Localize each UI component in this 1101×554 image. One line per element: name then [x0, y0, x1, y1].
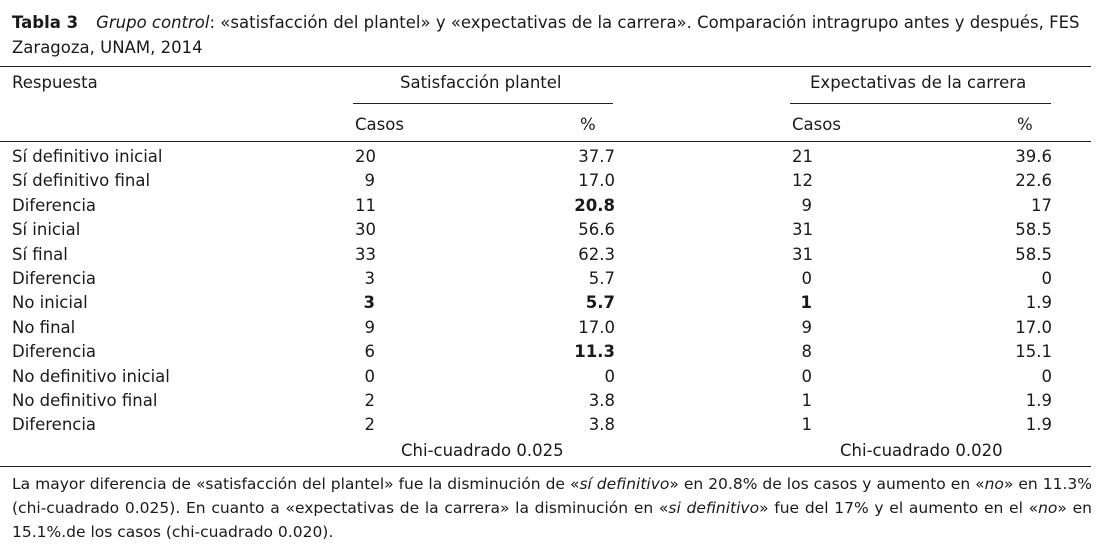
chi-square-group1: Chi-cuadrado 0.025 — [401, 441, 564, 460]
row-label: No definitivo final — [12, 391, 158, 410]
header-casos-1: Casos — [355, 115, 404, 134]
row-casos-2: 1 — [801, 415, 813, 435]
row-casos-2: 12 — [792, 171, 813, 191]
row-pct-2: 22.6 — [1015, 171, 1052, 191]
header-pct-1: % — [580, 115, 596, 134]
header-expectativas-carrera: Expectativas de la carrera — [810, 73, 1027, 92]
row-pct-2: 0 — [1041, 269, 1053, 288]
row-casos-1: 33 — [355, 244, 376, 264]
row-label: Diferencia — [12, 415, 97, 435]
row-casos-2: 21 — [792, 147, 813, 166]
row-label: No definitivo inicial — [12, 366, 170, 386]
row-pct-2: 1.9 — [1025, 415, 1052, 435]
header-casos-2: Casos — [792, 115, 841, 134]
row-pct-1: 37.7 — [578, 147, 615, 166]
row-pct-2: 15.1 — [1015, 342, 1052, 362]
header-satisfaccion-plantel: Satisfacción plantel — [400, 73, 562, 92]
row-casos-1: 0 — [364, 366, 376, 386]
row-label: Sí inicial — [12, 220, 81, 240]
note-italic-3: si definitivo — [668, 499, 760, 517]
row-pct-1: 17.0 — [578, 317, 615, 337]
note-text-5: » en 15.1%.de los casos (chi-cuadrado 0.… — [12, 499, 1092, 541]
row-casos-1: 9 — [364, 317, 376, 337]
row-casos-1: 30 — [355, 220, 376, 240]
header-rule — [0, 141, 1091, 142]
row-casos-1: 2 — [364, 415, 376, 435]
row-casos-2: 31 — [792, 244, 813, 264]
row-pct-2: 1.9 — [1025, 391, 1052, 410]
row-pct-1: 20.8 — [574, 195, 615, 215]
row-casos-1: 6 — [364, 342, 376, 362]
row-pct-1: 5.7 — [588, 269, 615, 288]
row-pct-1: 11.3 — [574, 342, 615, 362]
note-italic-1: sí definitivo — [579, 475, 670, 493]
row-casos-1: 9 — [364, 171, 376, 191]
note-text-1: La mayor diferencia de «satisfacción del… — [12, 475, 580, 493]
row-pct-2: 0 — [1041, 366, 1053, 386]
note-italic-4: no — [1038, 499, 1058, 517]
row-casos-1: 20 — [355, 147, 376, 166]
row-casos-2: 31 — [792, 220, 813, 240]
row-label: Diferencia — [12, 269, 97, 288]
row-casos-1: 3 — [364, 269, 376, 288]
row-pct-1: 3.8 — [588, 415, 615, 435]
row-casos-2: 0 — [801, 269, 813, 288]
note-text-3: » en 11.3% (chi-cuadrado 0.025). En cuan… — [12, 475, 1092, 517]
note-italic-2: no — [984, 475, 1004, 493]
row-casos-2: 0 — [801, 366, 813, 386]
row-label: No inicial — [12, 293, 88, 313]
row-pct-2: 1.9 — [1025, 293, 1052, 313]
note-text-4: » fue del 17% y el aumento en el « — [759, 499, 1039, 517]
table-footnote: La mayor diferencia de «satisfacción del… — [12, 472, 1092, 544]
group2-subrule — [790, 103, 1051, 104]
row-pct-2: 58.5 — [1015, 220, 1052, 240]
chi-square-group2: Chi-cuadrado 0.020 — [840, 441, 1003, 460]
table-label: Tabla 3 — [12, 13, 79, 32]
row-pct-1: 17.0 — [578, 171, 615, 191]
row-pct-2: 58.5 — [1015, 244, 1052, 264]
row-pct-1: 62.3 — [578, 244, 615, 264]
row-pct-1: 0 — [604, 366, 616, 386]
header-respuesta: Respuesta — [12, 73, 98, 92]
row-casos-2: 8 — [801, 342, 813, 362]
row-casos-2: 9 — [801, 195, 813, 215]
row-label: Sí definitivo inicial — [12, 147, 163, 166]
row-label: Diferencia — [12, 342, 97, 362]
row-casos-1: 2 — [364, 391, 376, 410]
row-casos-1: 11 — [355, 195, 376, 215]
table-caption: Tabla 3 Grupo control: «satisfacción del … — [12, 10, 1092, 60]
row-casos-1: 3 — [363, 293, 375, 313]
caption-italic: Grupo control — [96, 13, 210, 32]
row-label: Sí definitivo final — [12, 171, 151, 191]
row-casos-2: 1 — [801, 391, 813, 410]
row-casos-2: 1 — [800, 293, 812, 313]
row-pct-1: 5.7 — [585, 293, 615, 313]
group1-subrule — [353, 103, 613, 104]
bottom-rule — [0, 466, 1091, 467]
header-pct-2: % — [1017, 115, 1033, 134]
row-label: Sí final — [12, 244, 68, 264]
row-label: No final — [12, 317, 76, 337]
row-pct-2: 39.6 — [1015, 147, 1052, 166]
row-pct-1: 56.6 — [578, 220, 615, 240]
top-rule — [0, 66, 1091, 67]
row-casos-2: 9 — [801, 317, 813, 337]
caption-text: : «satisfacción del plantel» y «expectat… — [12, 13, 1080, 57]
note-text-2: » en 20.8% de los casos y aumento en « — [669, 475, 985, 493]
row-pct-1: 3.8 — [588, 391, 615, 410]
row-label: Diferencia — [12, 195, 97, 215]
row-pct-2: 17 — [1031, 195, 1052, 215]
row-pct-2: 17.0 — [1015, 317, 1052, 337]
